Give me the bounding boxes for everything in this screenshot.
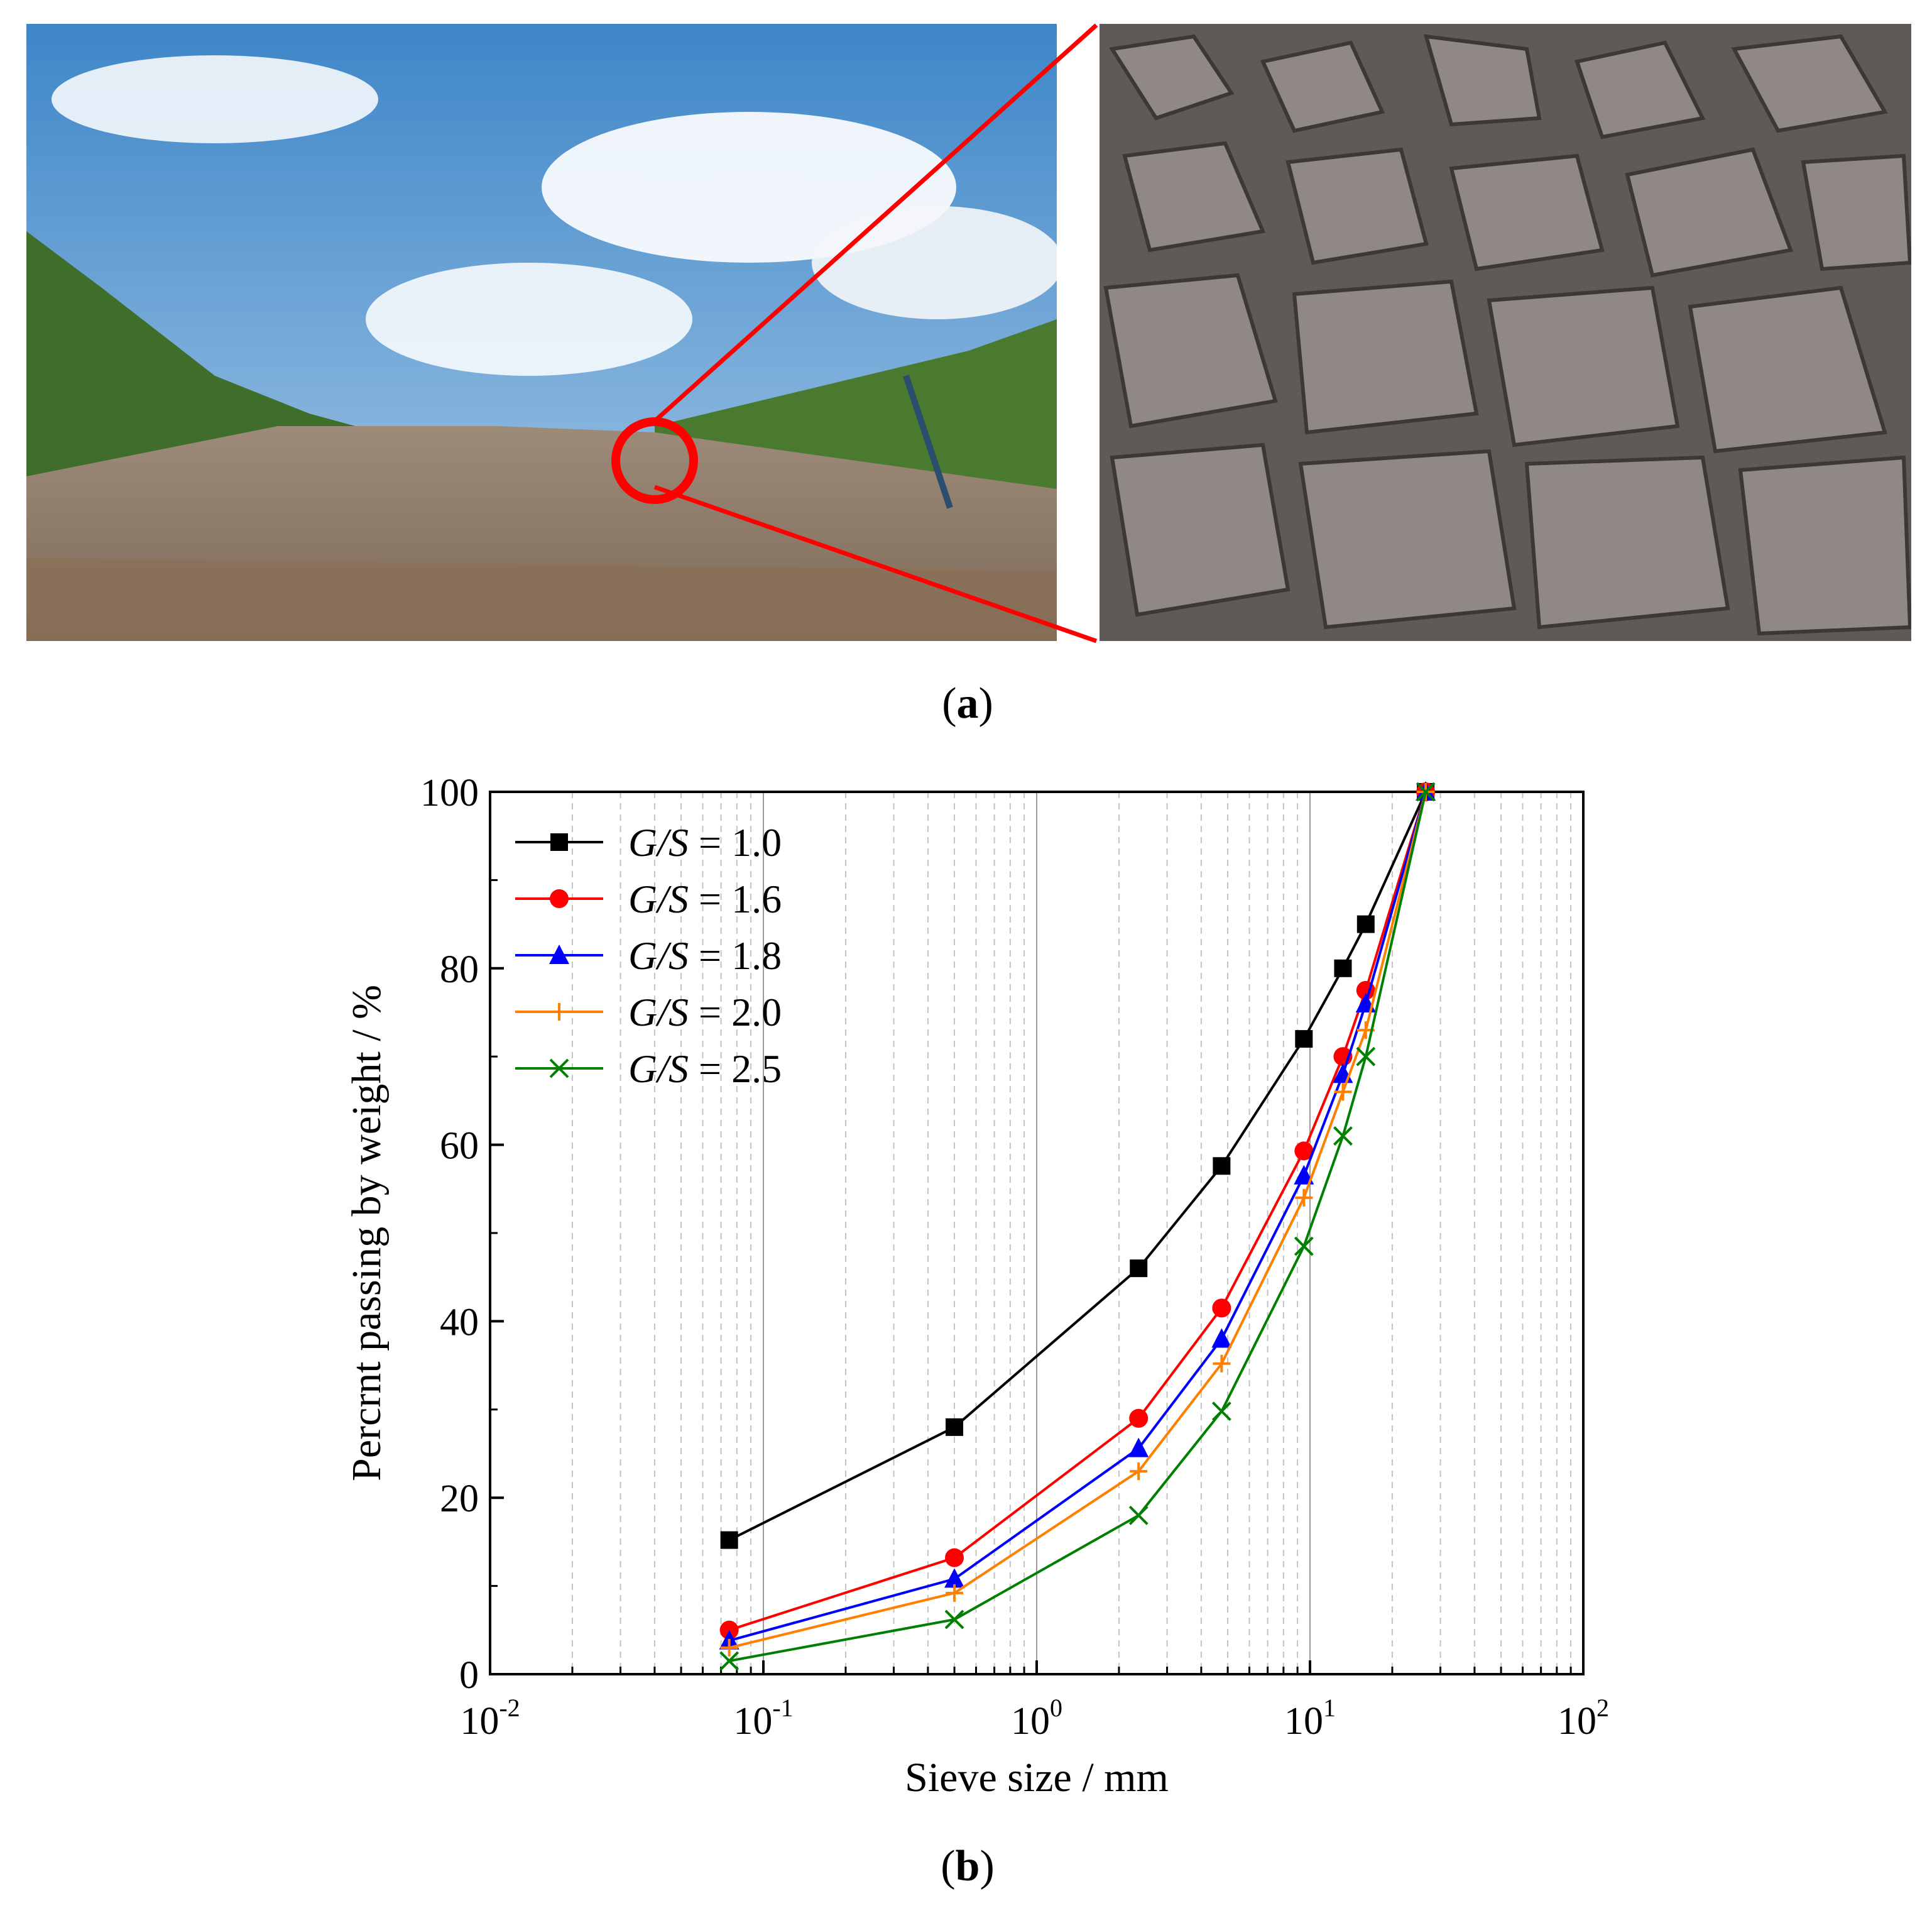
x-marker [719,1651,740,1671]
plus-marker [1334,1083,1352,1101]
legend-label: G/S = 2.0 [628,990,782,1034]
x-marker [1128,1505,1149,1525]
zoom-connector-lines [653,23,1098,644]
y-tick-label: 40 [440,1301,479,1344]
tick-labels: 10-2 10-1 100 101 102 0 20 40 60 80 100 [420,772,1609,1743]
plus-marker [1295,1188,1313,1207]
x-marker [1416,782,1436,802]
y-tick-label: 80 [440,948,479,991]
series-5 [719,782,1436,1671]
series-layer [719,781,1436,1671]
square-marker [1295,1030,1313,1048]
triangle-marker [1294,1165,1314,1185]
circle-marker [1212,1298,1231,1318]
circle-marker [945,1548,964,1567]
plus-marker [550,1003,568,1021]
x-tick-label: 102 [1558,1694,1609,1743]
legend-item: G/S = 2.5 [515,1046,782,1091]
square-marker [1334,959,1352,977]
circle-marker [1294,1141,1314,1161]
plus-marker [946,1584,964,1602]
y-tick-label: 20 [440,1477,479,1520]
square-marker [550,833,568,851]
x-marker [1294,1236,1314,1256]
triangle-marker [549,945,569,964]
x-tick-label: 10-1 [733,1694,793,1743]
y-tick-label: 100 [420,772,479,814]
plus-marker [1213,1354,1231,1373]
panel-a-caption: (a) [942,679,993,728]
series-line [729,791,1427,1649]
square-marker [1130,1259,1148,1278]
series-4 [720,783,1435,1657]
y-axis-label: Percrnt passing by weight / % [344,985,390,1481]
triangle-marker [944,1568,965,1588]
panel-b-caption: (b) [941,1842,995,1890]
square-marker [1213,1157,1231,1175]
triangle-marker [1211,1328,1232,1348]
plus-marker [1130,1462,1148,1481]
series-3 [719,781,1436,1650]
x-tick-label: 10-2 [460,1694,520,1743]
y-tick-label: 60 [440,1125,479,1168]
square-marker [720,1531,738,1549]
legend-label: G/S = 1.0 [628,820,782,865]
rock-closeup-photo [1100,24,1911,641]
legend-item: G/S = 1.0 [515,820,782,865]
square-marker [946,1418,964,1436]
axis-ticks [489,791,1572,1675]
series-line [729,791,1427,1642]
series-line [729,791,1427,1662]
x-marker [1356,1046,1376,1066]
x-tick-label: 100 [1011,1694,1062,1743]
series-1 [720,783,1435,1549]
legend-item: G/S = 2.0 [515,990,782,1034]
circle-marker [1129,1408,1149,1428]
circle-marker [550,889,569,908]
triangle-marker [1128,1437,1149,1457]
x-axis-label: Sieve size / mm [905,1755,1169,1801]
plus-marker [720,1638,738,1657]
legend-label: G/S = 1.8 [628,933,782,978]
square-marker [1356,915,1375,933]
legend-item: G/S = 1.6 [515,877,782,921]
x-tick-label: 101 [1284,1694,1336,1743]
series-line [729,791,1427,1631]
legend-item: G/S = 1.8 [515,933,782,978]
x-marker [549,1058,569,1078]
site-landscape-photo [26,24,1057,641]
legend: G/S = 1.0 G/S = 1.6 G/S = 1.8 G/S = 2.0 G/S … [515,820,782,1091]
x-marker [1333,1126,1353,1146]
x-marker [944,1609,964,1630]
x-marker [1211,1401,1231,1422]
series-line [728,791,1427,1542]
y-tick-label: 0 [459,1654,479,1697]
legend-label: G/S = 2.5 [628,1046,782,1091]
legend-label: G/S = 1.6 [628,877,782,921]
